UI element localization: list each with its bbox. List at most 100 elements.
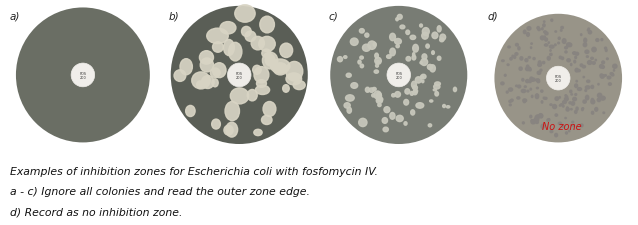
Ellipse shape — [516, 86, 517, 87]
Ellipse shape — [555, 97, 559, 101]
Ellipse shape — [526, 80, 529, 83]
Ellipse shape — [570, 91, 572, 93]
Ellipse shape — [515, 53, 518, 56]
Ellipse shape — [571, 102, 575, 106]
Ellipse shape — [271, 60, 290, 74]
Ellipse shape — [383, 128, 389, 132]
Ellipse shape — [508, 47, 510, 49]
Ellipse shape — [542, 62, 545, 65]
Ellipse shape — [558, 38, 560, 40]
Ellipse shape — [527, 91, 529, 92]
Ellipse shape — [376, 61, 380, 64]
Ellipse shape — [600, 75, 603, 77]
Ellipse shape — [591, 86, 593, 89]
Ellipse shape — [346, 95, 354, 102]
Ellipse shape — [540, 115, 543, 118]
Ellipse shape — [212, 119, 220, 129]
Ellipse shape — [387, 56, 391, 59]
Ellipse shape — [586, 96, 589, 100]
Ellipse shape — [583, 77, 584, 78]
Ellipse shape — [405, 89, 410, 95]
Ellipse shape — [432, 52, 434, 55]
Ellipse shape — [531, 96, 533, 98]
Ellipse shape — [531, 80, 533, 82]
Ellipse shape — [212, 43, 223, 53]
Ellipse shape — [286, 62, 303, 82]
Ellipse shape — [541, 125, 544, 129]
Ellipse shape — [390, 34, 396, 41]
Text: FOS
200: FOS 200 — [396, 71, 402, 80]
Ellipse shape — [560, 57, 561, 59]
Ellipse shape — [422, 55, 427, 60]
Ellipse shape — [415, 77, 422, 84]
Circle shape — [331, 8, 466, 143]
Circle shape — [17, 9, 149, 142]
Ellipse shape — [567, 59, 570, 63]
Ellipse shape — [344, 56, 347, 59]
Ellipse shape — [549, 46, 554, 49]
Ellipse shape — [601, 39, 603, 41]
Ellipse shape — [565, 47, 567, 50]
Text: FOS
200: FOS 200 — [236, 71, 242, 80]
Ellipse shape — [413, 45, 419, 53]
Ellipse shape — [598, 84, 599, 86]
Ellipse shape — [396, 19, 398, 22]
Ellipse shape — [591, 99, 594, 103]
Text: FOS
200: FOS 200 — [79, 71, 86, 80]
Ellipse shape — [577, 70, 581, 72]
Ellipse shape — [532, 79, 535, 82]
Ellipse shape — [512, 56, 514, 58]
Ellipse shape — [558, 43, 560, 45]
Ellipse shape — [416, 103, 424, 109]
Ellipse shape — [575, 94, 577, 96]
Ellipse shape — [200, 59, 214, 73]
Ellipse shape — [359, 119, 367, 127]
Ellipse shape — [224, 126, 233, 135]
Ellipse shape — [553, 105, 556, 109]
Ellipse shape — [582, 108, 583, 111]
Ellipse shape — [604, 75, 607, 77]
Ellipse shape — [260, 17, 274, 34]
Ellipse shape — [259, 37, 275, 52]
Text: FOS
200: FOS 200 — [555, 74, 561, 83]
Ellipse shape — [582, 66, 586, 69]
Ellipse shape — [413, 91, 417, 95]
Ellipse shape — [528, 57, 530, 59]
Ellipse shape — [528, 68, 531, 70]
Ellipse shape — [560, 104, 563, 106]
Ellipse shape — [612, 65, 617, 69]
Ellipse shape — [538, 29, 540, 32]
Ellipse shape — [174, 70, 186, 82]
Ellipse shape — [225, 102, 239, 121]
Text: d) Record as no inhibition zone.: d) Record as no inhibition zone. — [10, 207, 182, 216]
Ellipse shape — [585, 90, 587, 92]
Ellipse shape — [596, 39, 599, 42]
Ellipse shape — [545, 33, 548, 36]
Ellipse shape — [395, 92, 401, 98]
Ellipse shape — [390, 113, 395, 120]
Ellipse shape — [422, 81, 424, 83]
Ellipse shape — [573, 98, 577, 101]
Ellipse shape — [558, 123, 561, 125]
Ellipse shape — [585, 86, 590, 90]
Ellipse shape — [540, 37, 544, 40]
Ellipse shape — [540, 91, 543, 93]
Ellipse shape — [582, 108, 584, 110]
Ellipse shape — [561, 58, 563, 60]
Ellipse shape — [411, 110, 415, 116]
Text: a - c) Ignore all colonies and read the outer zone edge.: a - c) Ignore all colonies and read the … — [10, 186, 309, 196]
Ellipse shape — [602, 62, 605, 65]
Ellipse shape — [531, 120, 533, 122]
Ellipse shape — [572, 122, 574, 124]
Ellipse shape — [212, 79, 218, 88]
Ellipse shape — [255, 86, 270, 95]
Ellipse shape — [410, 36, 416, 40]
Ellipse shape — [437, 27, 441, 33]
Ellipse shape — [535, 116, 538, 121]
Ellipse shape — [605, 48, 607, 50]
Ellipse shape — [220, 22, 236, 35]
Ellipse shape — [521, 90, 526, 93]
Ellipse shape — [426, 45, 429, 49]
Ellipse shape — [230, 88, 249, 104]
Ellipse shape — [583, 44, 587, 47]
